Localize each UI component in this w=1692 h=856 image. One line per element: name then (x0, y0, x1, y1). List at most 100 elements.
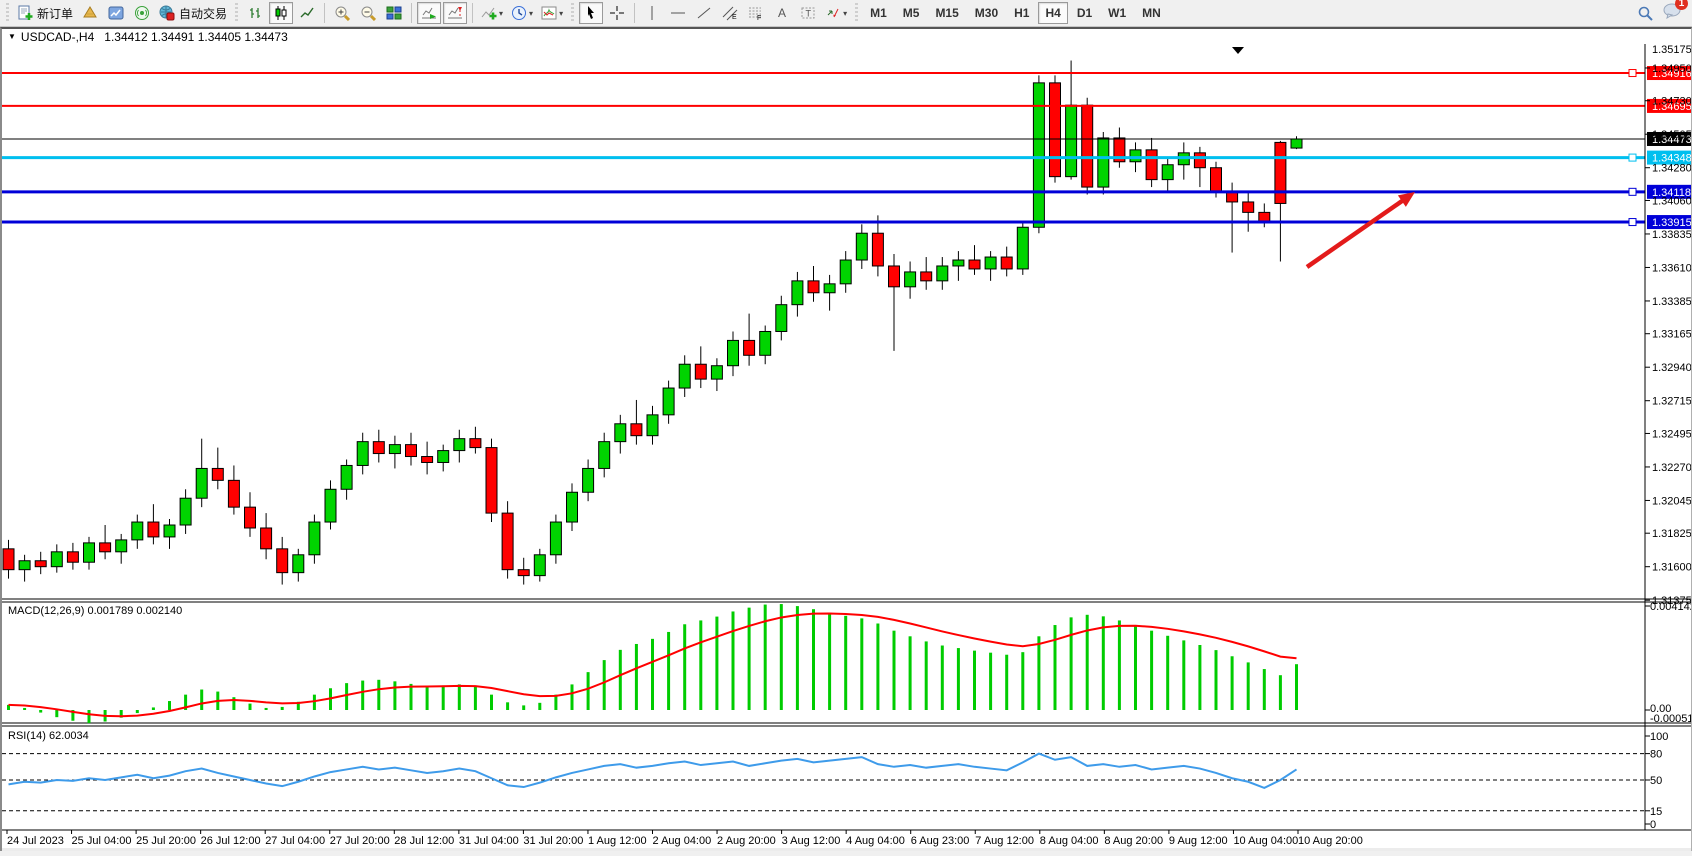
macd-histogram-bar (1166, 635, 1170, 710)
x-tick-label: 6 Aug 23:00 (911, 835, 970, 847)
candle (260, 527, 273, 550)
line-handle[interactable] (1628, 187, 1637, 196)
candle (775, 304, 788, 332)
toolbar-separator (324, 3, 326, 23)
macd-histogram-bar (87, 710, 91, 724)
candle (759, 330, 772, 356)
macd-histogram-bar (538, 702, 542, 710)
macd-histogram-bar (1198, 644, 1202, 710)
toolbar-right-group: 1 (1632, 0, 1690, 24)
search-button[interactable] (1633, 2, 1657, 24)
indicators-button[interactable]: ▾ (478, 2, 506, 24)
timeframe-button-w1[interactable]: W1 (1108, 6, 1127, 20)
timeframe-button-d1[interactable]: D1 (1076, 6, 1093, 20)
trendline-button[interactable] (692, 2, 716, 24)
macd-histogram-bar (602, 660, 606, 710)
macd-histogram-bar (184, 694, 188, 710)
svg-text:A: A (778, 6, 786, 20)
text-label-button[interactable]: T (796, 2, 820, 24)
equidistant-channel-button[interactable]: E (718, 2, 742, 24)
zoom-in-button[interactable] (330, 2, 354, 24)
chart-canvas[interactable]: 1.34916 1.34695 1.34473 1.34348 1.34118 1.339… (2, 33, 1692, 851)
templates-button[interactable]: ▾ (538, 2, 566, 24)
candle (920, 271, 933, 282)
arrow-annotation-head[interactable] (1397, 192, 1415, 207)
line-handle[interactable] (1628, 218, 1637, 227)
candle (1049, 82, 1061, 178)
price-line-label (1647, 215, 1692, 230)
chart-shift-marker[interactable] (1232, 47, 1244, 54)
candle (1129, 149, 1142, 163)
y-tick-label: 1.31825 (1652, 528, 1691, 540)
line-chart-button[interactable] (295, 2, 319, 24)
candle (1145, 149, 1158, 181)
crosshair-icon (610, 6, 625, 20)
toolbar-grip (853, 3, 861, 23)
macd-histogram-bar (506, 702, 510, 710)
new-order-button[interactable]: 新订单 (14, 2, 76, 24)
y-tick-label: 1.32715 (1652, 396, 1691, 408)
chart-shift-button[interactable] (443, 2, 468, 24)
macd-histogram-bar (473, 686, 477, 710)
text-button[interactable]: A (770, 2, 794, 24)
bar-chart-button[interactable] (243, 2, 267, 24)
macd-histogram-bar (490, 694, 493, 710)
crosshair-button[interactable] (605, 2, 629, 24)
candle (582, 467, 595, 493)
chart-titlebar[interactable]: ▼ USDCAD-,H4 1.34412 1.34491 1.34405 1.3… (2, 29, 1691, 44)
expert-advisors-button[interactable] (78, 2, 102, 24)
line-handle[interactable] (1628, 153, 1637, 162)
fibonacci-button[interactable]: F (744, 2, 768, 24)
horizontal-line-button[interactable] (666, 2, 690, 24)
templates-icon (541, 6, 557, 20)
macd-histogram-bar (1182, 640, 1186, 710)
candle (405, 444, 417, 458)
vertical-line-button[interactable] (640, 2, 664, 24)
line-handle[interactable] (1628, 69, 1637, 78)
macd-axis-label: -0.000511 (1650, 713, 1691, 725)
x-tick-label: 25 Jul 20:00 (136, 835, 196, 847)
chat-button[interactable]: 1 (1662, 0, 1688, 24)
auto-scroll-button[interactable] (417, 2, 442, 24)
price-line-label-text: 1.34473 (1652, 134, 1691, 146)
timeframe-button-h4[interactable]: H4 (1038, 2, 1068, 24)
candle (743, 339, 756, 356)
chart-shift-icon (448, 7, 463, 19)
notification-badge: 1 (1675, 0, 1688, 10)
chart-menu-triangle-icon[interactable]: ▼ (8, 32, 16, 41)
toolbar-separator (634, 3, 636, 23)
new-order-label: 新订单 (37, 6, 74, 21)
macd-label: MACD(12,26,9) 0.001789 0.002140 (8, 605, 182, 617)
timeframe-button-m30[interactable]: M30 (974, 6, 999, 20)
macd-histogram-bar (1295, 664, 1298, 710)
timeframe-button-m5[interactable]: M5 (902, 6, 920, 20)
timeframe-button-m1[interactable]: M1 (870, 6, 887, 20)
x-tick-label: 31 Jul 20:00 (523, 835, 583, 847)
zoom-out-button[interactable] (356, 2, 380, 24)
price-line-label-text: 1.33915 (1652, 217, 1691, 229)
signals-button[interactable] (130, 2, 154, 24)
candle (372, 441, 385, 455)
arrow-annotation[interactable] (1305, 195, 1409, 269)
profile-button[interactable] (104, 2, 128, 24)
candle (871, 232, 884, 267)
periods-icon (512, 6, 527, 20)
timeframe-button-h1[interactable]: H1 (1014, 6, 1030, 20)
candle (227, 479, 240, 508)
auto-trading-button[interactable]: 自动交易 (156, 2, 230, 24)
macd-histogram-bar (651, 638, 654, 710)
candle (710, 365, 723, 380)
arrows-button[interactable]: ▾ (822, 2, 850, 24)
candlestick-button[interactable] (269, 2, 294, 24)
candle (807, 280, 820, 294)
cursor-button[interactable] (579, 2, 604, 24)
periods-button[interactable]: ▾ (508, 2, 536, 24)
macd-histogram-bar (1214, 650, 1218, 710)
y-tick-label: 1.33165 (1652, 329, 1691, 341)
candle (2, 548, 15, 571)
y-tick-label: 1.35175 (1652, 44, 1691, 56)
candle (694, 363, 707, 380)
tile-windows-button[interactable] (382, 2, 406, 24)
timeframe-button-mn[interactable]: MN (1142, 6, 1161, 20)
timeframe-button-m15[interactable]: M15 (935, 6, 959, 20)
